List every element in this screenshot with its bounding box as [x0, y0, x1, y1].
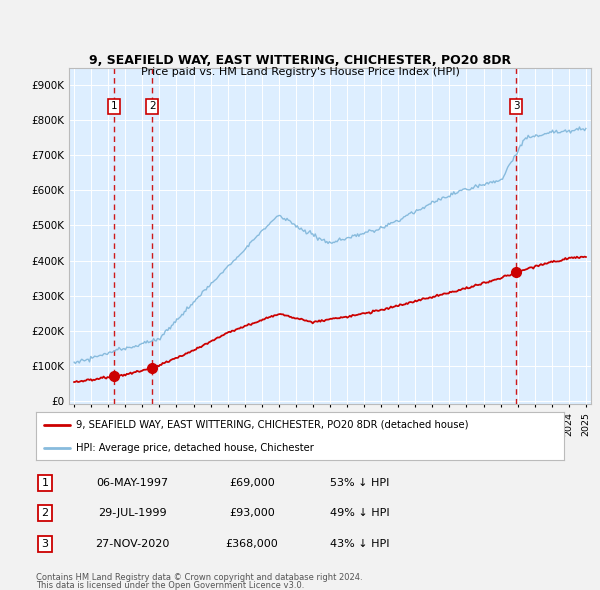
Text: HPI: Average price, detached house, Chichester: HPI: Average price, detached house, Chic… [76, 443, 313, 453]
Text: 2: 2 [41, 509, 49, 518]
Text: £93,000: £93,000 [229, 509, 275, 518]
Text: 2: 2 [149, 101, 155, 112]
Text: 1: 1 [111, 101, 118, 112]
Text: 43% ↓ HPI: 43% ↓ HPI [330, 539, 390, 549]
Text: Price paid vs. HM Land Registry's House Price Index (HPI): Price paid vs. HM Land Registry's House … [140, 67, 460, 77]
Text: 9, SEAFIELD WAY, EAST WITTERING, CHICHESTER, PO20 8DR: 9, SEAFIELD WAY, EAST WITTERING, CHICHES… [89, 54, 511, 67]
Text: 49% ↓ HPI: 49% ↓ HPI [330, 509, 390, 518]
Text: 53% ↓ HPI: 53% ↓ HPI [331, 478, 389, 487]
Text: £368,000: £368,000 [226, 539, 278, 549]
Text: 29-JUL-1999: 29-JUL-1999 [98, 509, 166, 518]
Text: 3: 3 [41, 539, 49, 549]
Text: 1: 1 [41, 478, 49, 487]
Text: 3: 3 [513, 101, 520, 112]
Text: 9, SEAFIELD WAY, EAST WITTERING, CHICHESTER, PO20 8DR (detached house): 9, SEAFIELD WAY, EAST WITTERING, CHICHES… [76, 420, 468, 430]
Text: 27-NOV-2020: 27-NOV-2020 [95, 539, 169, 549]
Text: Contains HM Land Registry data © Crown copyright and database right 2024.: Contains HM Land Registry data © Crown c… [36, 572, 362, 582]
Text: £69,000: £69,000 [229, 478, 275, 487]
Text: This data is licensed under the Open Government Licence v3.0.: This data is licensed under the Open Gov… [36, 581, 304, 590]
Text: 06-MAY-1997: 06-MAY-1997 [96, 478, 168, 487]
